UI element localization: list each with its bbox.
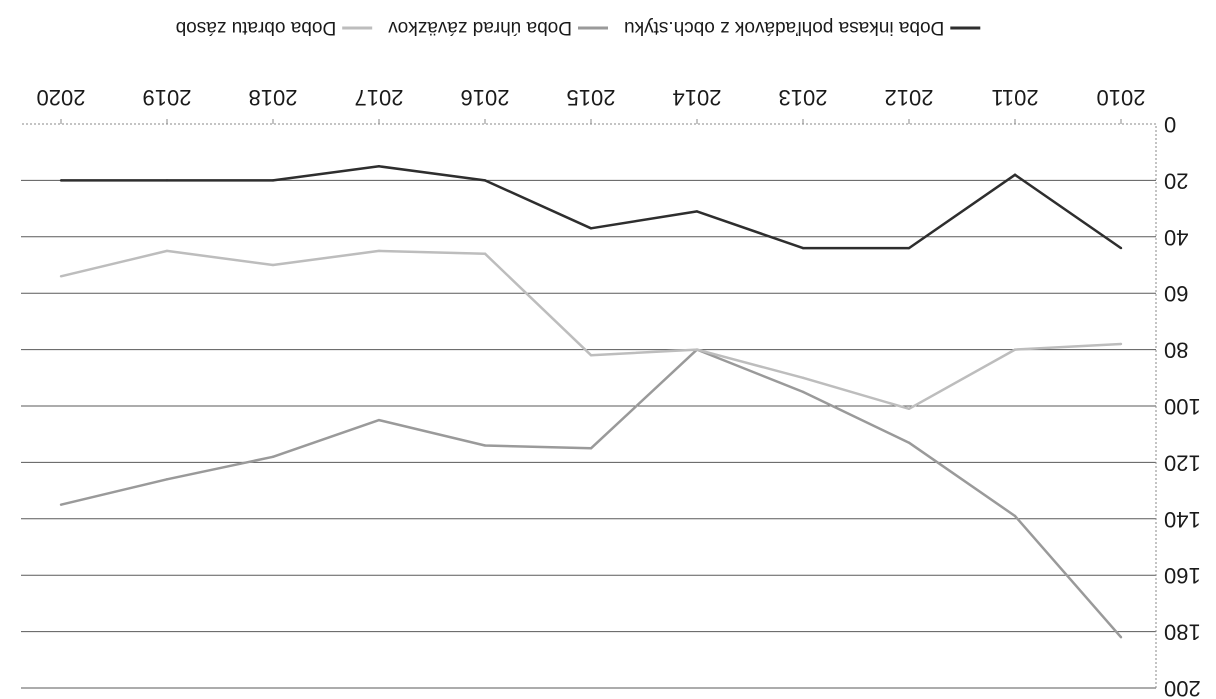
data-point-3-2013 <box>801 376 805 379</box>
legend-label-2: Doba úhrad záväzkov <box>388 17 572 38</box>
data-point-2-2010 <box>1119 636 1123 639</box>
y-tick-label-180: 180 <box>1164 620 1201 645</box>
data-point-1-2018 <box>271 179 275 182</box>
data-point-3-2011 <box>1013 348 1017 351</box>
data-point-1-2017 <box>377 165 381 168</box>
x-tick-label-2018: 2018 <box>249 85 298 110</box>
data-point-3-2015 <box>589 354 593 357</box>
data-point-1-2010 <box>1119 246 1123 250</box>
x-tick-label-2016: 2016 <box>461 85 510 110</box>
x-tick-label-2015: 2015 <box>567 85 616 110</box>
y-tick-label-120: 120 <box>1164 450 1201 475</box>
series-line-1 <box>61 165 1122 250</box>
series-line-2 <box>60 348 1122 639</box>
data-point-2-2015 <box>589 447 593 450</box>
data-point-2-2019 <box>165 478 169 481</box>
data-point-2-2020 <box>59 503 63 506</box>
data-point-3-2019 <box>165 249 169 253</box>
x-tick-label-2012: 2012 <box>885 85 934 110</box>
series-line-3 <box>60 249 1122 411</box>
y-tick-label-140: 140 <box>1164 507 1201 532</box>
data-point-1-2013 <box>801 246 805 250</box>
data-point-2-2011 <box>1013 514 1017 518</box>
data-point-1-2016 <box>483 179 487 182</box>
data-point-3-2012 <box>907 407 911 411</box>
data-point-1-2014 <box>695 210 699 213</box>
data-point-3-2020 <box>59 275 63 278</box>
legend-label-3: Doba obratu zásob <box>176 17 337 38</box>
data-point-2-2012 <box>907 441 911 444</box>
gridlines <box>21 179 1156 689</box>
y-tick-label-20: 20 <box>1164 168 1188 193</box>
y-axis: 0 20 40 60 80 100 120 140 160 180 200 <box>1155 112 1201 699</box>
y-tick-label-80: 80 <box>1164 338 1188 363</box>
x-tick-label-2019: 2019 <box>143 85 192 110</box>
data-point-2-2013 <box>801 390 805 394</box>
y-tick-label-100: 100 <box>1164 394 1201 419</box>
legend-label-1: Doba inkasa pohľadávok z obch.styku <box>624 17 944 38</box>
data-point-1-2019 <box>165 179 169 182</box>
y-tick-label-40: 40 <box>1164 225 1188 250</box>
data-point-1-2020 <box>59 179 63 182</box>
legend-item-1: Doba inkasa pohľadávok z obch.styku <box>624 17 981 38</box>
data-point-2-2018 <box>271 455 275 458</box>
x-tick-label-2017: 2017 <box>355 85 404 110</box>
data-point-3-2018 <box>271 263 275 267</box>
data-point-1-2011 <box>1013 173 1017 176</box>
x-tick-label-2010: 2010 <box>1097 85 1146 110</box>
data-point-1-2012 <box>907 246 911 250</box>
data-point-2-2016 <box>483 444 487 447</box>
data-point-3-2017 <box>377 249 381 253</box>
x-tick-label-2011: 2011 <box>991 85 1038 110</box>
data-point-1-2015 <box>589 227 593 230</box>
data-point-3-2010 <box>1119 342 1123 346</box>
x-tick-label-2020: 2020 <box>37 85 86 110</box>
y-tick-label-60: 60 <box>1164 281 1188 306</box>
data-point-3-2016 <box>483 252 487 255</box>
y-tick-label-160: 160 <box>1164 563 1201 588</box>
y-tick-label-200: 200 <box>1164 676 1201 699</box>
data-point-2-2017 <box>377 418 381 422</box>
x-axis: 2010 2011 2012 2013 2014 2015 2016 2017 2018 2019… <box>21 85 1156 125</box>
x-tick-label-2013: 2013 <box>779 85 828 110</box>
series-lines <box>59 165 1123 639</box>
y-tick-label-0: 0 <box>1164 112 1176 137</box>
x-tick-label-2014: 2014 <box>673 85 722 110</box>
legend: Doba inkasa pohľadávok z obch.styku Doba … <box>176 17 981 38</box>
legend-item-3: Doba obratu zásob <box>176 17 373 38</box>
data-point-3-2014 <box>695 348 699 351</box>
legend-item-2: Doba úhrad záväzkov <box>388 17 608 38</box>
